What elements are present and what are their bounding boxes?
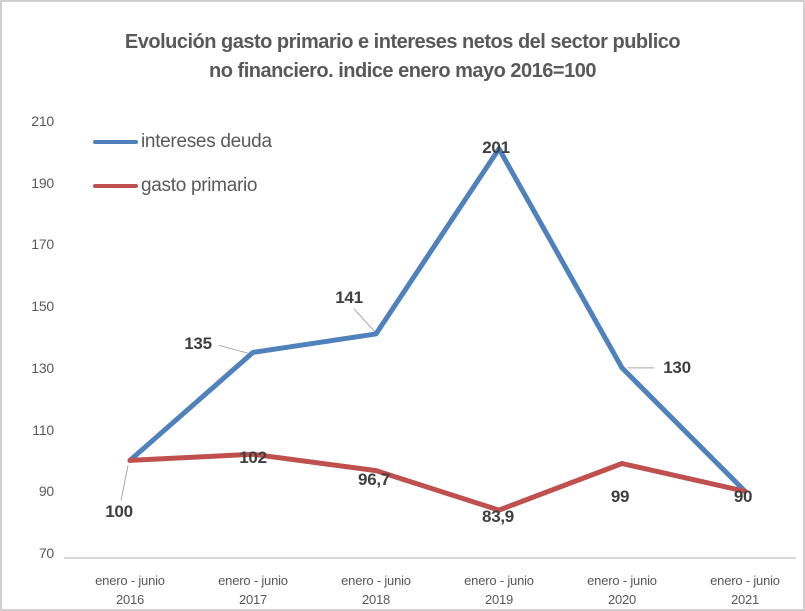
data-label-gasto-primario-2018: 96,7	[358, 469, 390, 489]
series-line-intereses-deuda	[127, 146, 748, 494]
legend-label-gasto-primario: gasto primario	[141, 175, 258, 196]
legend-label-intereses-deuda: intereses deuda	[141, 131, 272, 152]
y-tick-label-210: 210	[31, 113, 54, 129]
data-label-intereses-deuda-2017: 135	[184, 334, 212, 354]
x-label-period: enero - junio	[95, 573, 165, 588]
y-tick-label-190: 190	[31, 174, 54, 191]
x-label-period: enero - junio	[710, 573, 780, 588]
x-label-year: 2016	[115, 592, 145, 607]
label-leader-line	[120, 465, 129, 501]
chart-title: Evolución gasto primario e intereses net…	[2, 28, 803, 86]
x-label-2018: enero - junio 2018	[316, 571, 436, 609]
chart-title-line1: Evolución gasto primario e intereses net…	[124, 31, 681, 53]
data-label-gasto-primario-2019: 83,9	[482, 507, 514, 527]
legend: intereses deuda gasto primario	[93, 131, 272, 219]
x-label-year: 2021	[730, 592, 760, 607]
label-leader-line	[353, 308, 376, 333]
data-label-intereses-deuda-2019: 201	[482, 137, 510, 157]
data-label-gasto-primario-2020: 99	[610, 486, 630, 506]
x-label-year: 2020	[607, 592, 637, 607]
data-label-gasto-primario-2017: 102	[239, 448, 267, 468]
x-label-year: 2017	[238, 592, 268, 607]
data-label-intereses-deuda-2018: 141	[335, 287, 363, 307]
y-tick-label-130: 130	[31, 359, 54, 376]
x-label-period: enero - junio	[218, 573, 288, 588]
legend-line-sample-red	[93, 184, 138, 188]
x-label-year: 2019	[484, 592, 514, 607]
legend-item-gasto-primario: gasto primario	[93, 175, 272, 197]
x-label-2016: enero - junio 2016	[70, 571, 190, 609]
x-label-2017: enero - junio 2017	[193, 571, 313, 609]
x-label-period: enero - junio	[464, 573, 534, 588]
legend-item-intereses-deuda: intereses deuda	[93, 131, 272, 153]
legend-line-sample-blue	[93, 140, 138, 144]
x-label-2021: enero - junio 2021	[685, 571, 803, 609]
y-tick-label-110: 110	[32, 421, 54, 438]
y-tick-label-170: 170	[31, 236, 54, 253]
x-label-period: enero - junio	[341, 573, 411, 588]
data-label-intereses-deuda-2021: 90	[733, 487, 753, 507]
label-leader-line	[218, 344, 250, 354]
y-tick-label-70: 70	[38, 545, 54, 561]
series-line-gasto-primario	[127, 451, 748, 513]
y-tick-label-150: 150	[31, 298, 54, 315]
data-label-intereses-deuda-2020: 130	[663, 357, 691, 377]
x-label-2020: enero - junio 2020	[562, 571, 682, 609]
chart-title-line2: no financiero. indice enero mayo 2016=10…	[209, 60, 596, 82]
data-label-gasto-primario-2016: 100	[105, 502, 133, 522]
y-tick-label-90: 90	[38, 483, 54, 500]
x-label-period: enero - junio	[587, 573, 657, 588]
x-label-2019: enero - junio 2019	[439, 571, 559, 609]
x-label-year: 2018	[361, 592, 391, 607]
